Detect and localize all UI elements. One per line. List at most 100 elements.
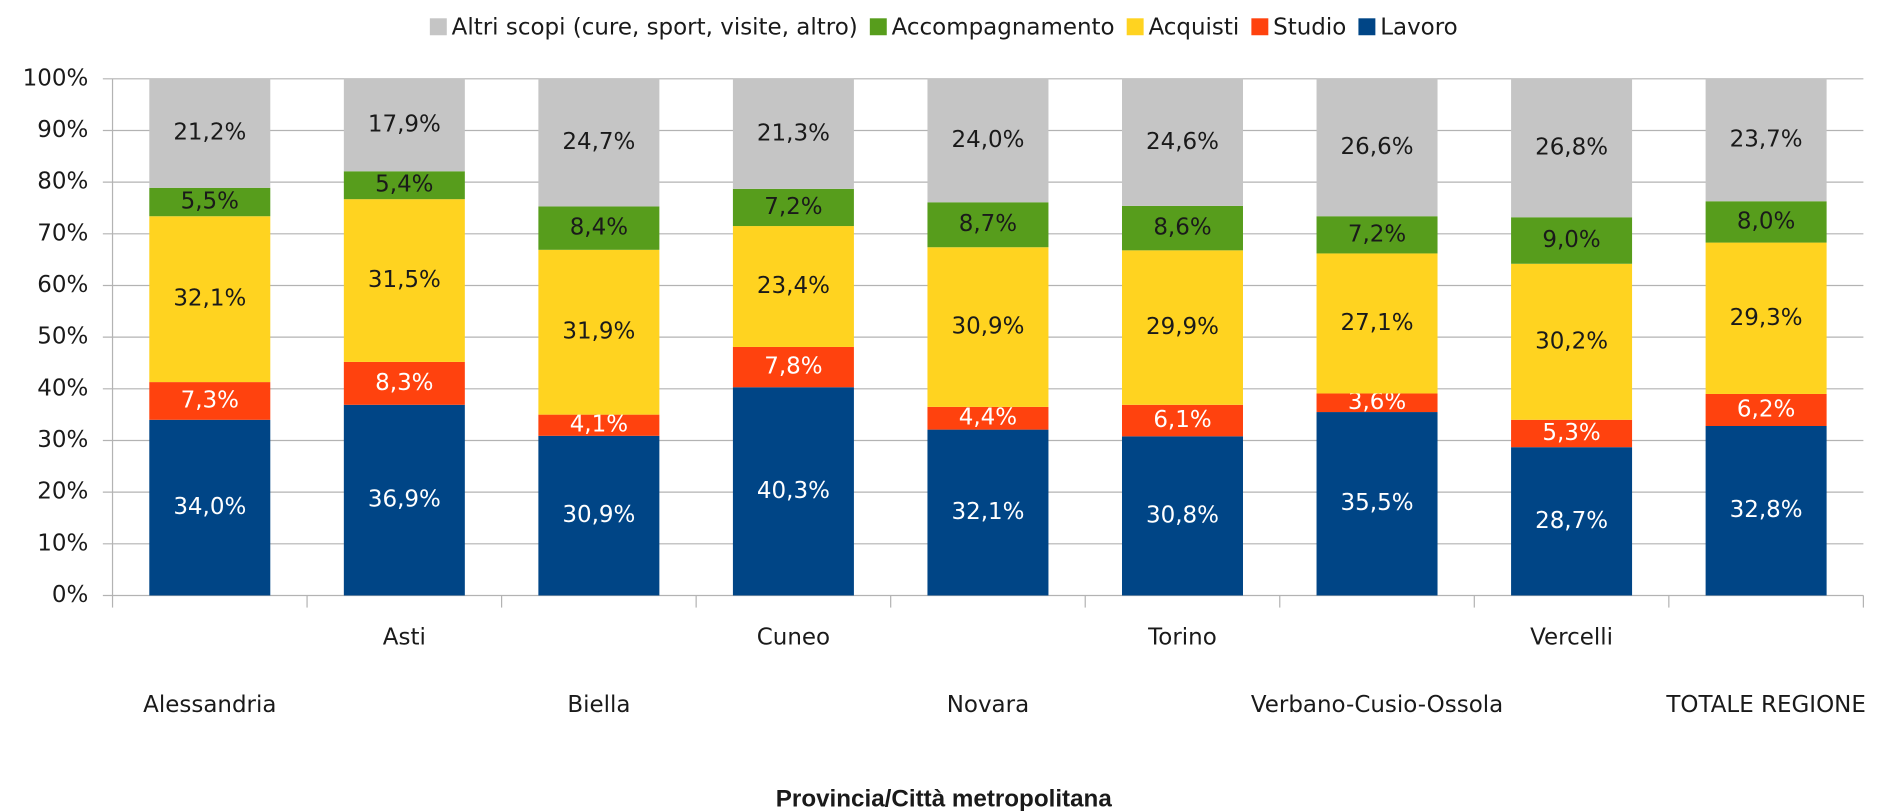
value-label: 35,5%	[1341, 490, 1414, 516]
bar-segment	[1316, 78, 1438, 217]
y-tick-label: 40%	[37, 375, 88, 401]
bar-segment	[1511, 217, 1633, 264]
value-label: 27,1%	[1341, 310, 1414, 336]
bar-segment	[732, 387, 854, 596]
bar-segment	[1705, 201, 1827, 243]
y-tick-label: 0%	[52, 582, 88, 608]
value-label: 7,2%	[764, 194, 822, 220]
x-tick-label: Torino	[1147, 624, 1217, 650]
bar-segment	[1121, 205, 1243, 251]
bar-segment	[1121, 404, 1243, 437]
bar-segment	[927, 406, 1049, 430]
legend-label: Lavoro	[1380, 14, 1458, 40]
bar-segment	[1511, 78, 1633, 218]
value-label: 29,3%	[1730, 305, 1803, 331]
y-tick-label: 80%	[37, 169, 88, 195]
value-label: 40,3%	[757, 478, 830, 504]
bar-segment	[1316, 393, 1438, 413]
value-label: 7,8%	[764, 354, 822, 380]
bar-segment	[732, 346, 854, 388]
legend-swatch	[869, 18, 887, 36]
y-tick-label: 70%	[37, 220, 88, 246]
bar-segment	[343, 404, 465, 596]
bar-segment	[732, 226, 854, 347]
legend-swatch	[1358, 18, 1376, 36]
bar-segment	[1511, 447, 1633, 596]
legend-label: Altri scopi (cure, sport, visite, altro)	[452, 14, 858, 40]
value-label: 32,8%	[1730, 497, 1803, 523]
bar-segment	[927, 429, 1049, 596]
value-label: 30,9%	[951, 314, 1024, 340]
value-label: 28,7%	[1535, 508, 1608, 534]
value-label: 4,1%	[570, 412, 628, 438]
y-tick-label: 30%	[37, 427, 88, 453]
value-label: 17,9%	[368, 112, 441, 138]
value-label: 24,0%	[951, 127, 1024, 153]
value-label: 34,0%	[173, 494, 246, 520]
bar-segment	[1121, 436, 1243, 596]
bar-segment	[149, 78, 271, 188]
bar-segment	[538, 78, 660, 207]
value-label: 31,5%	[368, 267, 441, 293]
value-label: 26,8%	[1535, 135, 1608, 161]
value-label: 26,6%	[1341, 134, 1414, 160]
value-label: 8,3%	[375, 370, 433, 396]
bar-segment	[149, 419, 271, 596]
x-tick-label: Biella	[567, 692, 630, 718]
bar-segment	[149, 216, 271, 383]
value-label: 8,7%	[959, 211, 1017, 237]
x-tick-label: TOTALE REGIONE	[1665, 692, 1866, 718]
value-label: 32,1%	[951, 499, 1024, 525]
value-label: 7,3%	[181, 387, 239, 413]
value-label: 23,7%	[1730, 127, 1803, 153]
x-tick-label: Verbano-Cusio-Ossola	[1251, 692, 1503, 718]
value-label: 30,2%	[1535, 328, 1608, 354]
bar-segment	[538, 414, 660, 436]
bar-segment	[1705, 242, 1827, 394]
y-tick-label: 50%	[37, 324, 88, 350]
value-label: 9,0%	[1542, 227, 1600, 253]
value-label: 8,6%	[1153, 215, 1211, 241]
value-label: 6,1%	[1153, 407, 1211, 433]
y-tick-label: 60%	[37, 272, 88, 298]
value-label: 21,3%	[757, 120, 830, 146]
bar-segment	[1121, 250, 1243, 405]
x-tick-label: Cuneo	[757, 624, 830, 650]
value-label: 3,6%	[1348, 389, 1406, 415]
bar-segment	[927, 78, 1049, 203]
legend-swatch	[429, 18, 447, 36]
y-tick-label: 20%	[37, 479, 88, 505]
legend-label: Studio	[1273, 14, 1346, 40]
bar-segment	[1705, 393, 1827, 427]
value-label: 24,6%	[1146, 129, 1219, 155]
value-label: 4,4%	[959, 405, 1017, 431]
value-label: 24,7%	[562, 129, 635, 155]
bar-segment	[927, 247, 1049, 407]
value-label: 5,3%	[1542, 420, 1600, 446]
bar-segment	[149, 187, 271, 217]
bar-segment	[1511, 263, 1633, 420]
bar-segment	[1705, 426, 1827, 596]
x-tick-label: Asti	[383, 624, 426, 650]
y-tick-label: 90%	[37, 117, 88, 143]
legend-swatch	[1126, 18, 1144, 36]
value-label: 5,5%	[181, 189, 239, 215]
x-tick-label: Vercelli	[1530, 624, 1613, 650]
value-label: 5,4%	[375, 172, 433, 198]
bar-segment	[732, 188, 854, 227]
legend-label: Accompagnamento	[892, 14, 1115, 40]
y-tick-label: 100%	[23, 65, 89, 91]
bar-segment	[1121, 78, 1243, 206]
x-tick-label: Novara	[947, 692, 1029, 718]
bar-segment	[538, 435, 660, 596]
value-label: 7,2%	[1348, 221, 1406, 247]
value-label: 8,0%	[1737, 208, 1795, 234]
legend-swatch	[1251, 18, 1269, 36]
bar-segment	[1705, 78, 1827, 202]
bar-segment	[538, 206, 660, 250]
value-label: 31,9%	[562, 319, 635, 345]
value-label: 29,9%	[1146, 314, 1219, 340]
bar-segment	[343, 199, 465, 362]
bar-segment	[343, 361, 465, 405]
